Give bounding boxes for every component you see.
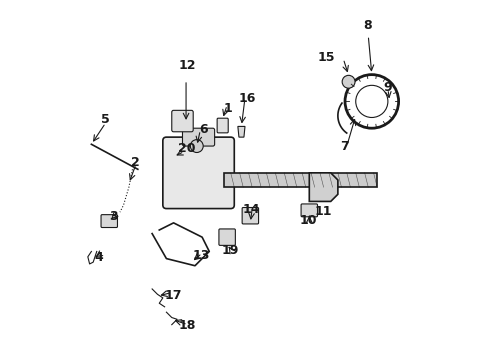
Circle shape — [190, 140, 203, 153]
FancyBboxPatch shape — [101, 215, 118, 228]
Text: 4: 4 — [94, 251, 103, 264]
Text: 2: 2 — [131, 156, 139, 169]
Text: 19: 19 — [222, 244, 240, 257]
Text: 6: 6 — [199, 123, 208, 136]
Text: 17: 17 — [164, 288, 182, 302]
Polygon shape — [309, 173, 338, 202]
Polygon shape — [223, 173, 377, 187]
Text: 15: 15 — [318, 51, 335, 64]
FancyBboxPatch shape — [219, 229, 235, 246]
Text: 9: 9 — [384, 81, 392, 94]
Text: 3: 3 — [110, 210, 118, 223]
Text: 20: 20 — [178, 143, 196, 156]
Text: 16: 16 — [239, 92, 256, 105]
Text: 11: 11 — [315, 205, 332, 218]
Text: 10: 10 — [300, 213, 318, 226]
Text: 7: 7 — [340, 140, 349, 153]
Text: 5: 5 — [100, 113, 109, 126]
Text: 14: 14 — [243, 203, 260, 216]
Circle shape — [342, 75, 355, 88]
Polygon shape — [238, 126, 245, 137]
FancyBboxPatch shape — [172, 111, 193, 132]
Text: 18: 18 — [178, 319, 196, 332]
Text: 13: 13 — [193, 249, 210, 262]
FancyBboxPatch shape — [242, 207, 259, 224]
FancyBboxPatch shape — [163, 137, 234, 208]
FancyBboxPatch shape — [182, 128, 215, 146]
Text: 12: 12 — [178, 59, 196, 72]
FancyBboxPatch shape — [217, 118, 228, 133]
FancyBboxPatch shape — [301, 204, 318, 217]
Text: 1: 1 — [224, 102, 233, 115]
Text: 8: 8 — [363, 19, 372, 32]
